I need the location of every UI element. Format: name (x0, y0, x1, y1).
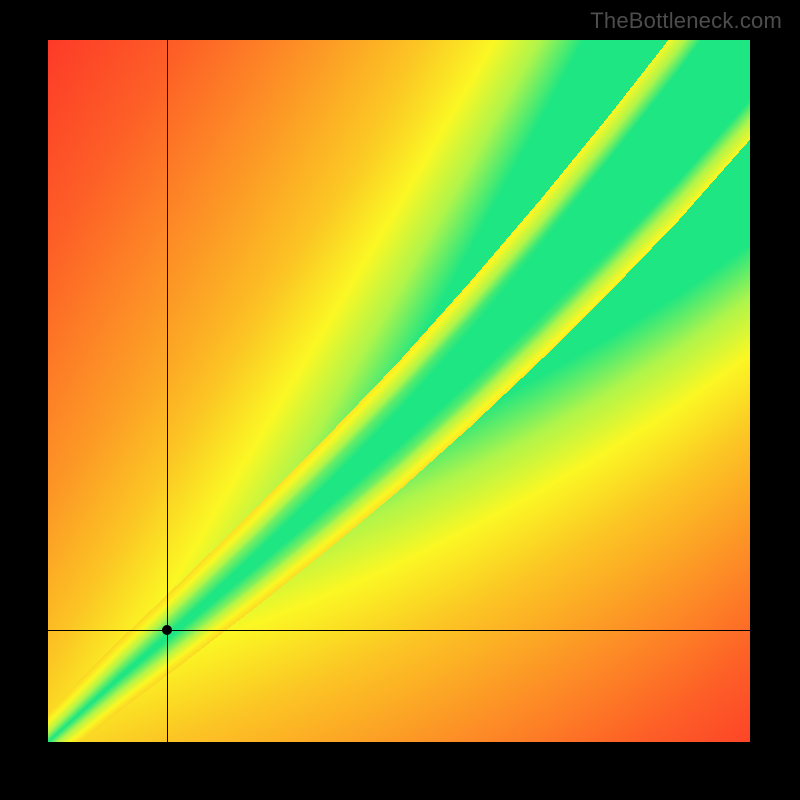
crosshair-horizontal (48, 630, 750, 631)
watermark-text: TheBottleneck.com (590, 8, 782, 34)
data-point-marker (162, 625, 172, 635)
heatmap-canvas (48, 40, 750, 742)
crosshair-vertical (167, 40, 168, 742)
heatmap-plot (48, 40, 750, 742)
